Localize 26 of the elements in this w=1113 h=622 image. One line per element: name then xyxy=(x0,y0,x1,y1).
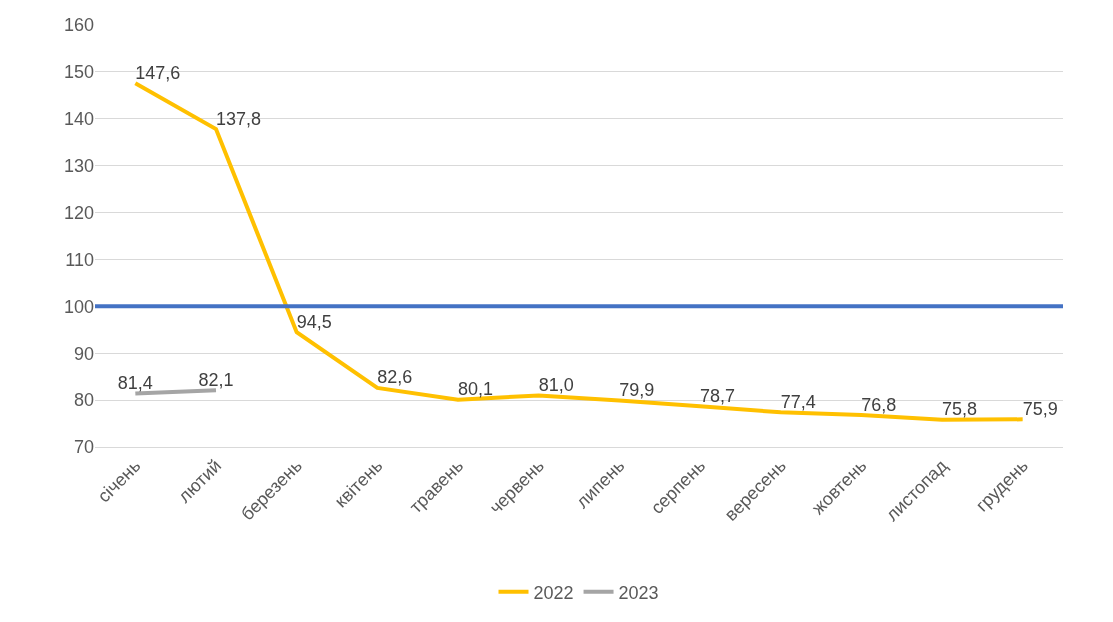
data-label: 94,5 xyxy=(296,311,332,332)
y-tick-label: 90 xyxy=(73,343,94,364)
data-label: 81,4 xyxy=(117,373,153,394)
y-tick-label: 140 xyxy=(63,109,94,130)
data-label: 79,9 xyxy=(619,380,655,401)
legend-label: 2022 xyxy=(533,582,574,603)
data-label: 147,6 xyxy=(135,62,181,83)
legend-label: 2023 xyxy=(618,582,659,603)
data-label: 77,4 xyxy=(780,391,816,412)
data-label: 76,8 xyxy=(861,394,897,415)
data-label: 81,0 xyxy=(538,374,574,395)
data-label: 137,8 xyxy=(216,108,262,129)
y-tick-label: 150 xyxy=(63,62,94,83)
y-tick-label: 100 xyxy=(63,296,94,317)
data-label: 82,1 xyxy=(198,369,234,390)
y-tick-label: 80 xyxy=(73,390,94,411)
data-label: 78,7 xyxy=(700,385,736,406)
data-label: 75,8 xyxy=(942,399,978,420)
data-label: 80,1 xyxy=(458,379,494,400)
data-label: 82,6 xyxy=(377,367,413,388)
y-tick-label: 130 xyxy=(63,155,94,176)
y-tick-label: 160 xyxy=(63,15,94,36)
y-tick-label: 110 xyxy=(65,249,94,270)
data-label: 75,9 xyxy=(1022,398,1058,419)
y-tick-label: 120 xyxy=(63,202,94,223)
y-tick-label: 70 xyxy=(73,437,94,458)
